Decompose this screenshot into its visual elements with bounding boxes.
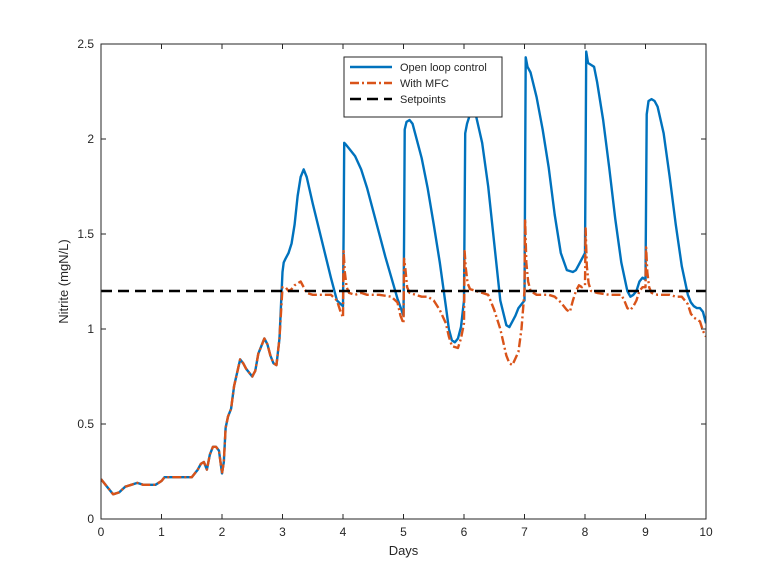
- y-tick-label: 2.5: [77, 37, 94, 51]
- y-tick-label: 1.5: [77, 227, 94, 241]
- y-tick-label: 0.5: [77, 417, 94, 431]
- x-tick-label: 9: [642, 525, 649, 539]
- y-axis-label: Nitrite (mgN/L): [56, 239, 71, 324]
- x-tick-label: 4: [340, 525, 347, 539]
- x-tick-label: 3: [279, 525, 286, 539]
- legend-label-2: With MFC: [400, 78, 449, 90]
- x-tick-label: 1: [158, 525, 165, 539]
- series-line-1: [101, 50, 706, 496]
- series-line-2: [101, 217, 706, 496]
- y-tick-label: 1: [87, 322, 94, 336]
- x-tick-label: 0: [98, 525, 105, 539]
- x-tick-label: 10: [699, 525, 713, 539]
- legend-label-1: Open loop control: [400, 62, 487, 74]
- x-tick-label: 6: [461, 525, 468, 539]
- x-tick-label: 7: [521, 525, 528, 539]
- series-layer: [101, 50, 706, 496]
- axis-ticks: 0 1 2 3 4 5 6 7 8 9 10 0 0.5 1 1.5 2 2.5: [77, 37, 713, 539]
- legend: Open loop control With MFC Setpoints: [343, 56, 503, 118]
- y-tick-label: 0: [87, 512, 94, 526]
- legend-label-3: Setpoints: [400, 94, 446, 106]
- x-tick-label: 8: [582, 525, 589, 539]
- x-tick-label: 2: [219, 525, 226, 539]
- x-axis-label: Days: [389, 543, 419, 558]
- x-tick-label: 5: [400, 525, 407, 539]
- y-tick-label: 2: [87, 132, 94, 146]
